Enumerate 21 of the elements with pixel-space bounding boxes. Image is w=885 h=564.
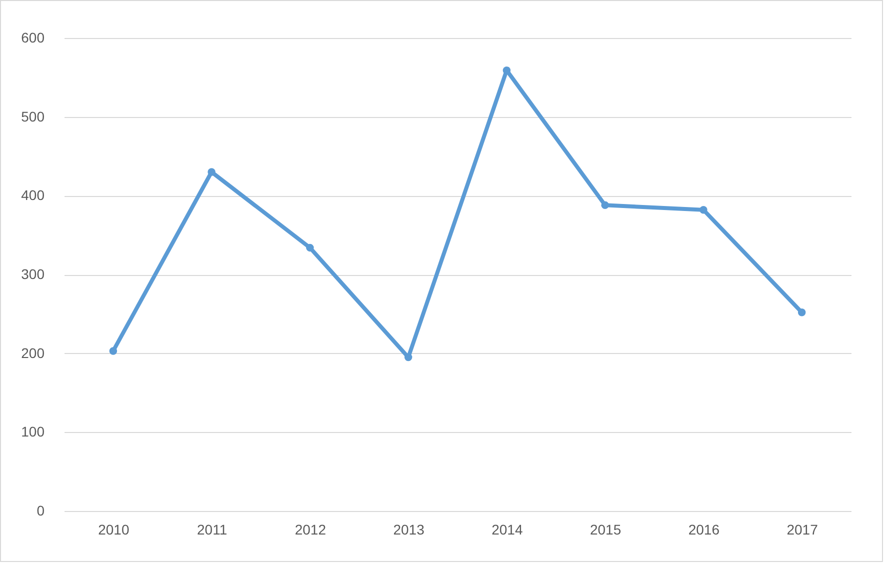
y-tick-label: 200	[21, 344, 45, 361]
x-tick-label: 2015	[590, 522, 622, 538]
x-tick-label: 2014	[492, 522, 523, 538]
y-tick-label: 500	[21, 108, 45, 124]
point	[306, 244, 314, 252]
y-tick-label: 600	[21, 30, 45, 46]
point	[700, 206, 708, 214]
y-tick-label: 100	[21, 424, 45, 440]
x-tick-label: 2011	[197, 522, 228, 538]
point	[208, 168, 216, 176]
x-tick-label: 2012	[294, 522, 326, 538]
x-tick-label: 2017	[786, 522, 818, 538]
point	[109, 347, 118, 355]
x-tick-label: 2013	[393, 522, 425, 538]
y-tick-label: 300	[21, 266, 45, 282]
x-tick-label: 2010	[98, 522, 130, 538]
point	[601, 201, 609, 209]
y-tick-label: 400	[21, 187, 45, 204]
point	[798, 308, 806, 316]
y-tick-label: 0	[36, 502, 45, 518]
x-tick-label: 2016	[688, 522, 720, 538]
